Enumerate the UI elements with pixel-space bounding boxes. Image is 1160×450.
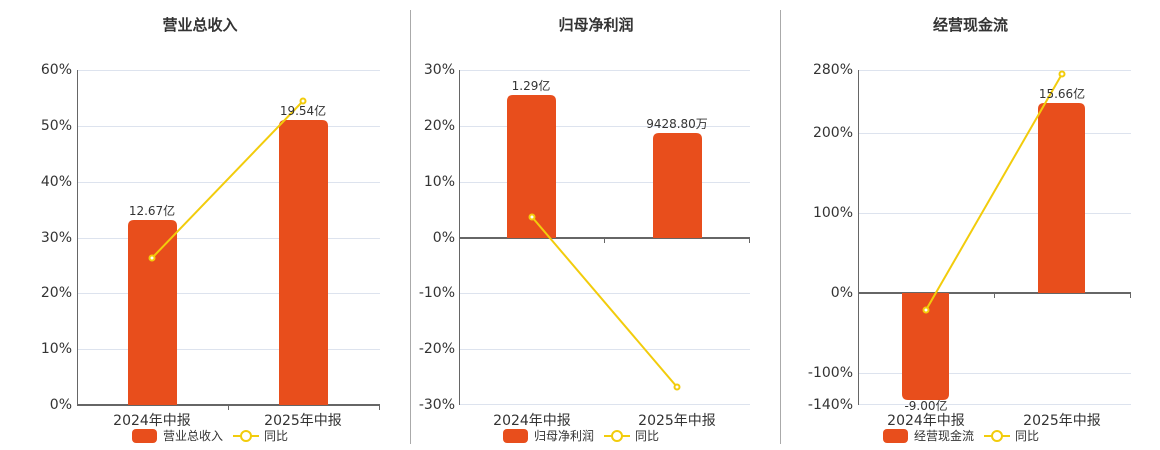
chart-plot	[77, 70, 380, 410]
x-label: 2024年中报	[493, 413, 571, 429]
bar-label: 9428.80万	[646, 117, 708, 131]
chart-title: 营业总收入	[162, 16, 238, 34]
y-tick: -100%	[807, 365, 853, 381]
legend-line-label[interactable]: 同比	[264, 429, 289, 443]
legend-line-icon[interactable]	[233, 429, 260, 443]
bar-2025	[1038, 103, 1085, 293]
x-label: 2025年中报	[638, 413, 716, 429]
y-tick: 0%	[830, 285, 853, 301]
bar-2025	[653, 133, 702, 238]
bar-label: 19.54亿	[279, 104, 327, 118]
bar-2024	[902, 293, 949, 400]
chart-title: 归母净利润	[558, 16, 634, 34]
x-label: 2025年中报	[264, 413, 342, 429]
y-tick: 200%	[812, 125, 853, 141]
y-tick: 30%	[423, 62, 455, 78]
chart-plot	[459, 70, 750, 405]
y-tick: 20%	[40, 285, 72, 301]
y-tick: -20%	[418, 341, 455, 357]
bar-2024	[507, 95, 556, 238]
divider	[780, 10, 781, 444]
y-tick: 20%	[423, 118, 455, 134]
y-tick: -140%	[807, 397, 853, 413]
legend-bar-label[interactable]: 营业总收入	[163, 429, 224, 443]
y-tick: 10%	[40, 341, 72, 357]
legend: 营业总收入 同比	[132, 427, 288, 444]
chart-panel-net-profit: 归母净利润 30% 20% 10% 0% -10% -20% -30% 1.29…	[411, 0, 781, 450]
chart-plot	[858, 70, 1131, 405]
y-tick: 50%	[40, 118, 72, 134]
legend: 经营现金流 同比	[883, 427, 1039, 444]
chart-panel-operating-cashflow: 经营现金流 280% 200% 100% 0% -100% -140% -9.0…	[781, 0, 1160, 450]
bar-label: 12.67亿	[128, 204, 176, 218]
y-tick: 100%	[812, 205, 853, 221]
y-tick: 60%	[40, 62, 72, 78]
y-tick: 280%	[812, 62, 853, 78]
legend-bar-swatch[interactable]	[883, 428, 908, 443]
chart-panel-revenue: 营业总收入 60% 50% 40% 30% 20% 10% 0% 12.67亿 …	[0, 0, 400, 450]
legend-bar-swatch[interactable]	[503, 428, 528, 443]
legend-line-label[interactable]: 同比	[1015, 429, 1040, 443]
y-tick: -30%	[418, 397, 455, 413]
legend-bar-label[interactable]: 归母净利润	[534, 429, 595, 443]
bar-label: 1.29亿	[511, 79, 551, 93]
x-label: 2025年中报	[1023, 413, 1101, 429]
divider	[410, 10, 411, 444]
bar-2024	[128, 220, 177, 405]
legend-line-label[interactable]: 同比	[635, 429, 660, 443]
bar-label: 15.66亿	[1038, 87, 1086, 101]
bar-2025	[279, 120, 328, 405]
y-tick: 10%	[423, 174, 455, 190]
y-tick: 30%	[40, 230, 72, 246]
chart-title: 经营现金流	[932, 16, 1008, 34]
y-tick: -10%	[418, 285, 455, 301]
x-label: 2024年中报	[887, 413, 965, 429]
legend-bar-swatch[interactable]	[132, 428, 157, 443]
legend-line-icon[interactable]	[604, 429, 631, 443]
bar-label: -9.00亿	[904, 399, 948, 413]
legend: 归母净利润 同比	[503, 427, 659, 444]
x-label: 2024年中报	[113, 413, 191, 429]
legend-bar-label[interactable]: 经营现金流	[914, 429, 975, 443]
legend-line-icon[interactable]	[984, 429, 1011, 443]
y-tick: 0%	[432, 230, 455, 246]
y-tick: 40%	[40, 174, 72, 190]
y-tick: 0%	[49, 397, 72, 413]
